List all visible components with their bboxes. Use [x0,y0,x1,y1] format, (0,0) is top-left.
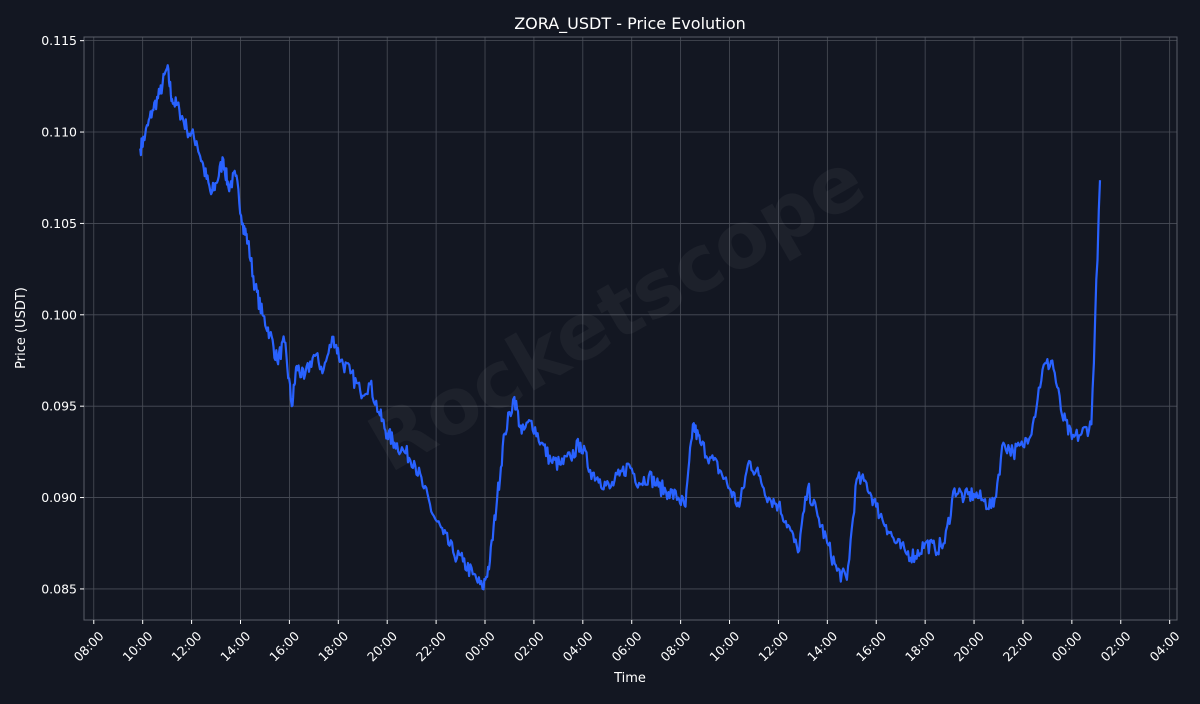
y-tick-label: 0.115 [41,33,77,48]
y-tick-label: 0.085 [41,581,77,596]
y-tick-label: 0.105 [41,216,77,231]
y-tick-label: 0.095 [41,399,77,414]
y-axis-ticks: 0.085 0.090 0.095 0.100 0.105 0.110 0.115 [41,33,84,596]
y-tick-label: 0.100 [41,307,77,322]
y-tick-label: 0.110 [41,125,77,140]
y-axis-label: Price (USDT) [14,287,29,369]
chart-title: ZORA_USDT - Price Evolution [514,14,746,34]
price-series-line [139,64,1102,591]
x-axis-label: Time [613,671,646,686]
grid-lines [84,37,1177,620]
plot-area-frame [83,36,1178,621]
y-tick-label: 0.090 [41,490,77,505]
